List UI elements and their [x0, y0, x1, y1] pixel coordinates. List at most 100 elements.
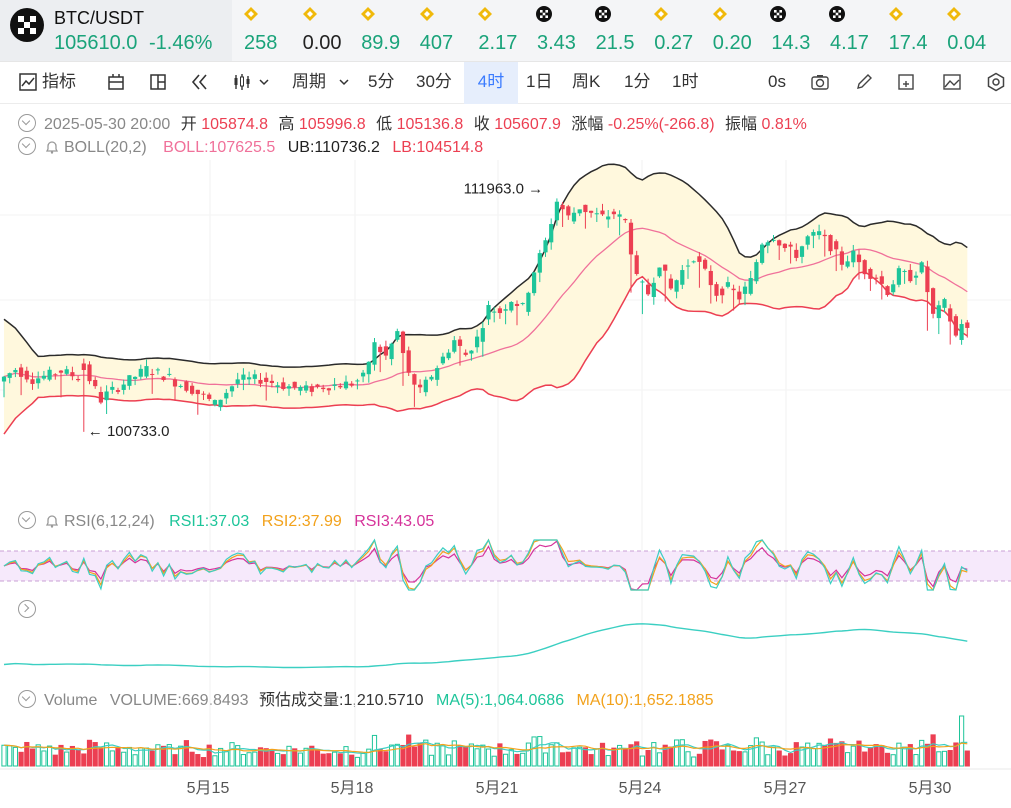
- ticker-item[interactable]: 0.00: [291, 0, 349, 61]
- timeframe-tab[interactable]: 周K: [572, 72, 601, 91]
- timeframe-tab[interactable]: 1分: [624, 72, 651, 91]
- timeframe-tab[interactable]: 1日: [526, 72, 553, 91]
- low-value: 105136.8: [396, 116, 464, 133]
- volume-bar: [457, 745, 463, 767]
- timeframe-tab[interactable]: 1时: [672, 72, 699, 91]
- extra-pane-toggle: [18, 600, 44, 620]
- amp-value: 0.81%: [761, 116, 807, 133]
- candle-body: [58, 370, 64, 373]
- volume-bar: [577, 746, 583, 767]
- volume-bar: [588, 754, 594, 767]
- ticker-item[interactable]: 407: [408, 0, 466, 61]
- rewind-icon[interactable]: [190, 72, 210, 92]
- volume-bar: [907, 744, 913, 767]
- candle-body: [275, 385, 280, 388]
- collapse-chevron-icon[interactable]: [18, 114, 36, 132]
- candle-body: [577, 209, 582, 214]
- collapse-chevron-icon[interactable]: [18, 137, 36, 155]
- pair-selector[interactable]: BTC/USDT 105610.0 -1.46%: [0, 0, 232, 61]
- okx-icon: [829, 6, 845, 22]
- candle-type-icon[interactable]: [106, 72, 126, 92]
- candle-body: [891, 284, 896, 293]
- ticker-value: 14.3: [771, 32, 811, 54]
- expand-chevron-icon[interactable]: [18, 600, 36, 618]
- timeframe-tab[interactable]: 30分: [416, 72, 452, 91]
- volume-bar: [542, 752, 549, 767]
- ticker-item[interactable]: 0.27: [642, 0, 700, 61]
- candle-body: [30, 379, 35, 384]
- volume-bar: [440, 745, 446, 767]
- candle-body: [361, 372, 366, 377]
- candle-body: [663, 264, 668, 271]
- candlestick-style-icon[interactable]: [232, 72, 252, 92]
- indicators-button[interactable]: 指标: [16, 62, 86, 104]
- ticker-item[interactable]: 89.9: [349, 0, 407, 61]
- volume-bar: [47, 745, 53, 767]
- candle-body: [628, 222, 634, 255]
- timeframe-tab[interactable]: 5分: [368, 72, 395, 91]
- candle-body: [178, 385, 183, 387]
- candle-body: [839, 251, 844, 265]
- ticker-value: 89.9: [361, 32, 401, 54]
- volume-bar: [862, 751, 868, 767]
- okx-icon: [536, 6, 552, 22]
- candle-body: [195, 389, 200, 395]
- candle-body: [309, 386, 314, 392]
- volume-bar: [474, 748, 480, 767]
- candle-body: [201, 393, 206, 395]
- candle-body: [93, 379, 98, 387]
- candle-body: [583, 204, 588, 213]
- candle-body: [805, 236, 810, 245]
- volume-bar: [206, 744, 212, 767]
- candle-body: [1, 376, 7, 382]
- collapse-chevron-icon[interactable]: [18, 511, 36, 529]
- candle-body: [492, 311, 497, 313]
- candle-body: [526, 292, 531, 312]
- candle-body: [674, 280, 679, 292]
- camera-icon[interactable]: [810, 72, 830, 92]
- ticker-item[interactable]: 14.3: [759, 0, 817, 61]
- bell-icon[interactable]: [44, 513, 60, 529]
- candle-body: [617, 214, 622, 217]
- high-annotation: 111963.0 →: [464, 181, 544, 198]
- period-dropdown[interactable]: 周期: [292, 62, 354, 104]
- layout-icon[interactable]: [148, 72, 168, 92]
- candle-body: [742, 286, 748, 294]
- candle-body: [532, 272, 537, 294]
- candle-body: [822, 234, 827, 237]
- volume-bar: [736, 751, 742, 767]
- settings-icon[interactable]: [986, 72, 1006, 92]
- ticker-value: 407: [419, 32, 454, 54]
- countdown: 0s: [768, 72, 786, 91]
- candle-body: [851, 250, 856, 263]
- bell-icon[interactable]: [44, 139, 60, 155]
- ticker-item[interactable]: 2.17: [466, 0, 524, 61]
- volume-bar: [446, 754, 452, 767]
- close-value: 105607.9: [494, 116, 561, 133]
- volume-bar: [41, 750, 47, 767]
- add-window-icon[interactable]: [896, 72, 916, 92]
- ticker-item[interactable]: 0.04: [935, 0, 993, 61]
- ticker-item[interactable]: 21.5: [584, 0, 642, 61]
- pencil-icon[interactable]: [854, 72, 874, 92]
- ticker-item[interactable]: 0.20: [701, 0, 759, 61]
- timeframe-tab[interactable]: 4时: [464, 62, 518, 104]
- volume-bar: [52, 754, 58, 767]
- volume-bar: [58, 744, 64, 767]
- ticker-value: 0.00: [302, 32, 342, 54]
- ticker-item[interactable]: 4.17: [818, 0, 876, 61]
- ticker-item[interactable]: 3.43: [525, 0, 583, 61]
- volume-line: Volume VOLUME:669.8493 预估成交量:1,210.5710 …: [18, 686, 714, 710]
- collapse-chevron-icon[interactable]: [18, 690, 36, 708]
- volume-bar: [104, 742, 110, 767]
- ticker-item[interactable]: 17.4: [877, 0, 935, 61]
- candle-body: [543, 240, 548, 253]
- image-icon[interactable]: [942, 72, 962, 92]
- volume-bar: [919, 739, 925, 767]
- okx-icon: [10, 8, 44, 42]
- volume-bar: [98, 747, 104, 767]
- volume-bar: [941, 750, 948, 767]
- ticker-item[interactable]: 258: [232, 0, 290, 61]
- volume-bar: [309, 745, 315, 767]
